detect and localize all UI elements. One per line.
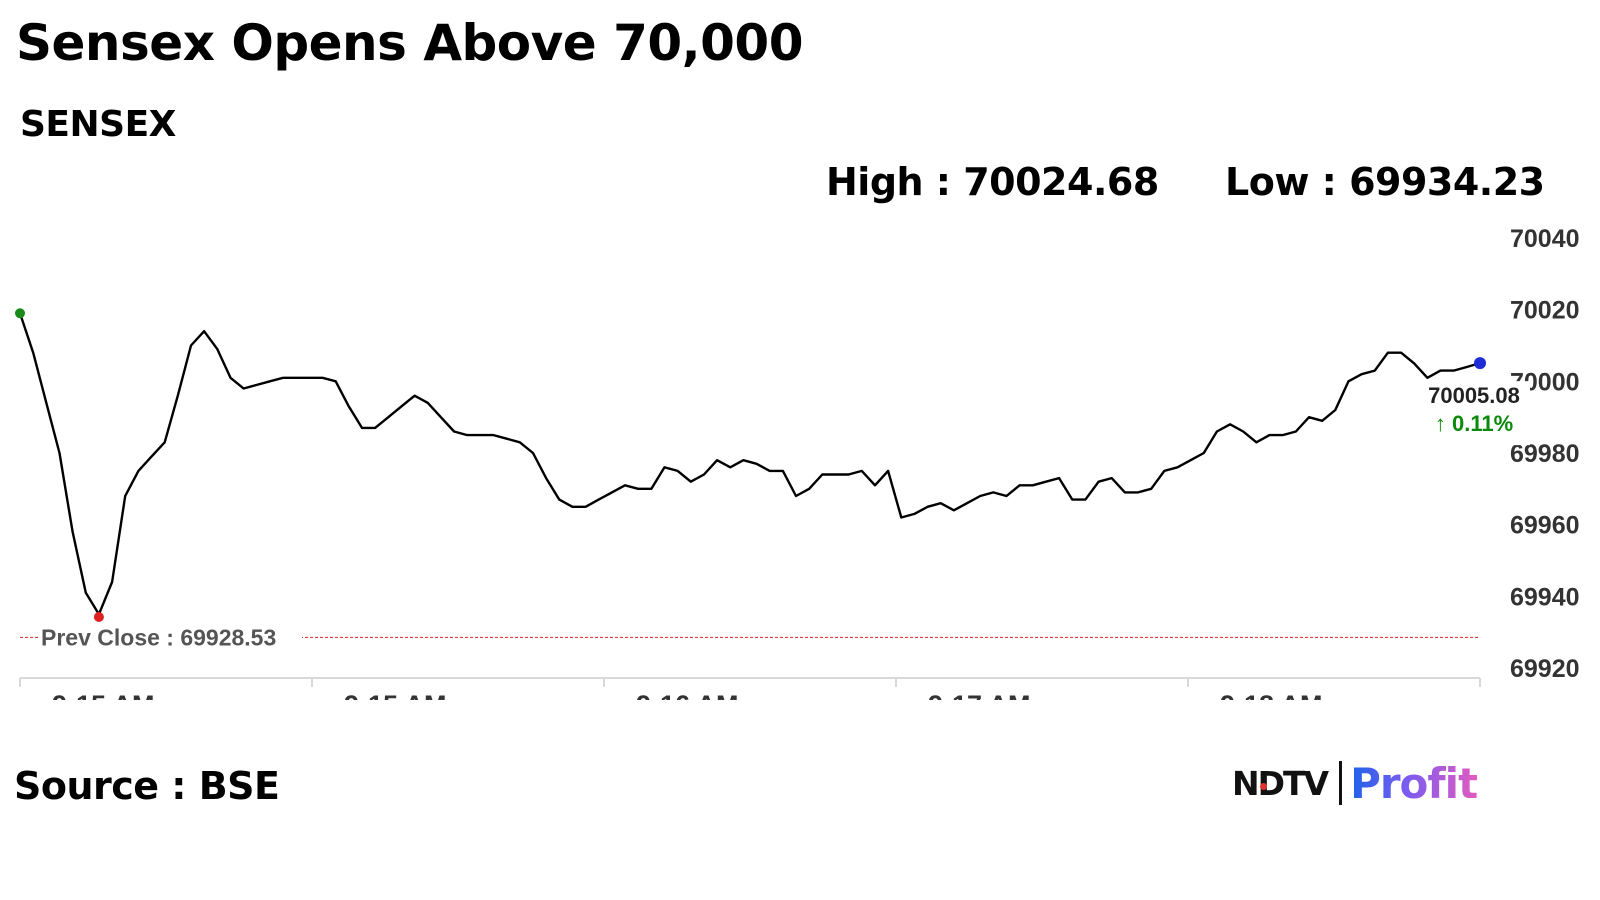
day-low: Low : 69934.23 [1225, 160, 1545, 204]
day-high: High : 70024.68 [826, 160, 1159, 204]
last-label-bg [1420, 381, 1530, 446]
y-tick-label: 70020 [1510, 297, 1580, 325]
y-tick-label: 69940 [1510, 583, 1580, 611]
logo-divider [1339, 761, 1343, 805]
x-tick-label: 9:15 AM [52, 690, 155, 700]
source-note: Source : BSE [14, 764, 280, 808]
prev-close-label-bg [38, 621, 302, 652]
logo-red-dot [1260, 782, 1267, 790]
x-tick-label: 9:18 AM [1220, 690, 1323, 700]
low-point-marker [93, 612, 104, 623]
last-point-marker [1474, 357, 1486, 370]
index-name: SENSEX [20, 104, 176, 145]
ndtv-profit-logo: NDTV Profit [1232, 758, 1478, 808]
last-value-label: 70005.08 [1428, 383, 1520, 408]
y-tick-label: 69920 [1510, 655, 1580, 683]
x-tick-label: 9:16 AM [636, 690, 739, 700]
logo-ndtv-text: NDTV [1232, 763, 1329, 803]
y-tick-label: 69960 [1510, 512, 1580, 540]
y-tick-label: 70040 [1510, 225, 1580, 253]
chart-title: Sensex Opens Above 70,000 [16, 14, 804, 72]
x-tick-label: 9:15 AM [344, 690, 447, 700]
logo-profit-text: Profit [1350, 758, 1478, 808]
x-tick-label: 9:17 AM [928, 690, 1031, 700]
prev-close-label: Prev Close : 69928.53 [41, 624, 276, 650]
sensex-line-chart: 9:15 AM 9:15 AM 9:16 AM 9:17 AM 9:18 AM 69920… [15, 225, 1580, 700]
sensex-price-line [18, 312, 1482, 616]
last-change-label: ↑ 0.11% [1435, 411, 1513, 436]
open-point-marker [15, 308, 25, 319]
